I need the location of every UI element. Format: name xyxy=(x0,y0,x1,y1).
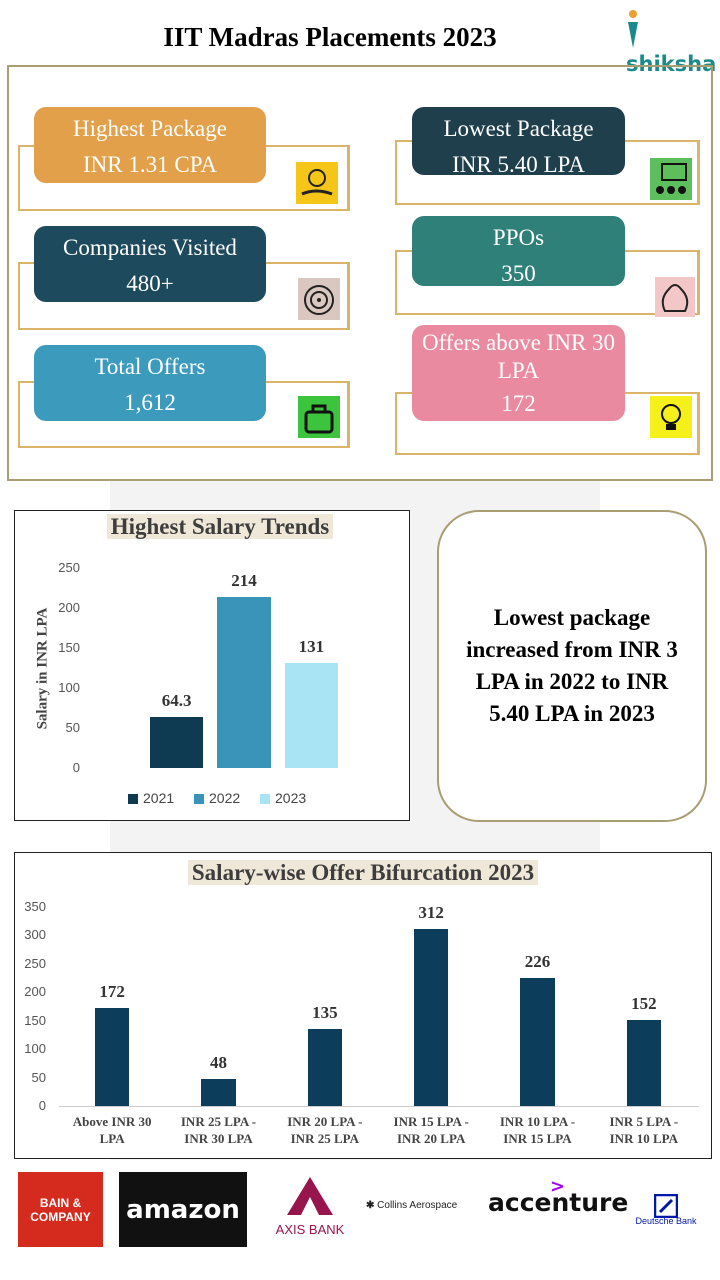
company-name: Collins Aerospace xyxy=(377,1200,458,1211)
bar xyxy=(520,977,555,1106)
stat-value: 172 xyxy=(501,391,536,417)
chart-title-wrap: Salary-wise Offer Bifurcation 2023 xyxy=(14,860,712,886)
axis-icon xyxy=(287,1177,333,1215)
company-logo: Deutsche Bank xyxy=(635,1216,697,1226)
legend-swatch xyxy=(194,794,204,804)
y-tick-label: 100 xyxy=(24,1041,46,1057)
y-tick-label: 250 xyxy=(24,955,46,971)
logo-icon xyxy=(628,10,638,48)
bag-icon xyxy=(298,396,340,438)
x-tick-label: INR 15 LPA - INR 20 LPA xyxy=(393,1114,469,1146)
x-tick-label: INR 20 LPA - INR 25 LPA xyxy=(287,1114,363,1146)
note-box: Lowest package increased from INR 3 LPA … xyxy=(437,510,707,822)
y-tick-label: 350 xyxy=(24,899,46,914)
y-tick-label: 200 xyxy=(24,984,46,1000)
y-tick-label: 250 xyxy=(58,560,80,575)
target-icon xyxy=(298,278,340,320)
bar xyxy=(284,663,338,768)
stat-card: Companies Visited 480+ xyxy=(34,226,266,302)
x-tick-label: Above INR 30 LPA xyxy=(72,1114,152,1146)
value-label: 135 xyxy=(312,1003,338,1023)
bar xyxy=(626,1019,661,1106)
y-tick-label: 300 xyxy=(24,927,46,943)
company-logo: ✱ Collins Aerospace xyxy=(366,1200,458,1211)
chart-title: Salary-wise Offer Bifurcation 2023 xyxy=(187,860,539,885)
y-tick-label: 0 xyxy=(72,760,80,775)
value-label: 64.3 xyxy=(161,690,192,710)
legend-swatch xyxy=(128,794,138,804)
value-label: 172 xyxy=(99,982,125,1002)
note-text: Lowest package increased from INR 3 LPA … xyxy=(466,604,678,727)
stat-label: Companies Visited xyxy=(63,235,237,260)
value-label: 152 xyxy=(631,993,657,1013)
deutsche-icon xyxy=(654,1194,678,1218)
bar xyxy=(307,1029,342,1106)
stat-label: Lowest Package xyxy=(443,116,594,141)
company-logo: accenture xyxy=(488,1188,629,1217)
stat-card: Offers above INR 30 LPA 172 xyxy=(412,325,625,421)
stat-value: 480+ xyxy=(126,270,174,296)
stat-label: Total Offers xyxy=(94,354,206,379)
company-logo: BAIN & COMPANY xyxy=(18,1172,103,1247)
stat-card: Highest Package INR 1.31 CPA xyxy=(34,107,266,183)
chart-panel xyxy=(14,852,712,1159)
stat-value: 350 xyxy=(501,260,536,286)
bar xyxy=(217,596,271,768)
legend-label: 2023 xyxy=(275,790,307,806)
stat-label: PPOs xyxy=(492,225,545,250)
chart-title: Highest Salary Trends xyxy=(106,514,334,539)
stat-value: INR 1.31 CPA xyxy=(83,151,217,177)
stat-card: Total Offers 1,612 xyxy=(34,345,266,421)
value-label: 48 xyxy=(210,1052,227,1072)
value-label: 131 xyxy=(298,637,325,657)
x-tick-label: INR 5 LPA - INR 10 LPA xyxy=(609,1114,679,1146)
stat-card: Lowest Package INR 5.40 LPA xyxy=(412,107,625,177)
value-label: 312 xyxy=(418,902,444,922)
page-title: IIT Madras Placements 2023 xyxy=(163,22,497,52)
company-logo: AXIS BANK xyxy=(275,1222,345,1237)
y-tick-label: 50 xyxy=(65,720,80,735)
money-bag-icon xyxy=(655,277,695,317)
stat-value: 1,612 xyxy=(124,389,176,415)
y-tick-label: 150 xyxy=(24,1012,46,1028)
x-axis-line xyxy=(59,1106,699,1107)
presentation-icon xyxy=(650,158,692,200)
stat-value: INR 5.40 LPA xyxy=(452,151,585,177)
legend-swatch xyxy=(260,794,270,804)
accenture-mark: > xyxy=(550,1176,566,1197)
stat-card: PPOs 350 xyxy=(412,216,625,286)
stats-panel xyxy=(7,65,713,481)
stat-label: Highest Package xyxy=(73,116,227,141)
legend-label: 2022 xyxy=(209,790,241,806)
logo[interactable]: shiksha xyxy=(626,8,716,76)
bar xyxy=(201,1078,236,1106)
logo-text: shiksha xyxy=(626,52,717,76)
legend-label: 2021 xyxy=(143,790,175,806)
bar xyxy=(414,928,449,1106)
bar xyxy=(95,1008,130,1106)
chart-title-wrap: Highest Salary Trends xyxy=(0,514,440,540)
y-tick-label: 50 xyxy=(31,1069,46,1085)
company-logo: amazon xyxy=(119,1172,247,1247)
x-tick-label: INR 25 LPA - INR 30 LPA xyxy=(180,1114,257,1146)
stat-label: Offers above INR 30 LPA xyxy=(421,330,616,383)
y-tick-label: 150 xyxy=(58,640,80,655)
y-tick-label: 100 xyxy=(58,680,80,695)
bulb-icon xyxy=(650,396,692,438)
value-label: 214 xyxy=(231,570,257,590)
money-icon xyxy=(296,162,338,204)
chart-panel xyxy=(14,510,410,821)
value-label: 226 xyxy=(524,951,551,971)
y-tick-label: 200 xyxy=(58,600,80,615)
y-tick-label: 0 xyxy=(38,1098,46,1113)
bar xyxy=(150,716,204,768)
x-tick-label: INR 10 LPA - INR 15 LPA xyxy=(499,1114,576,1146)
